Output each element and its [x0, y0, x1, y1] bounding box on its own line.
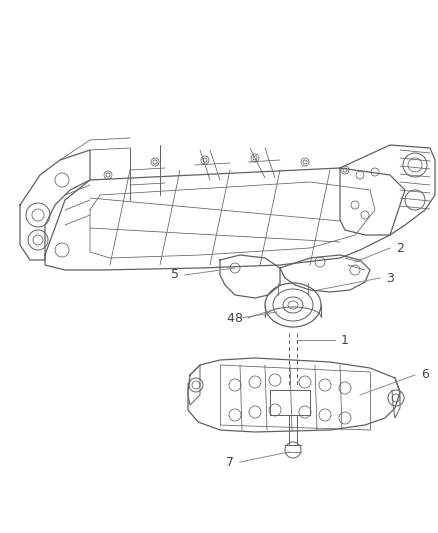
Text: 3: 3	[386, 271, 394, 285]
Text: 7: 7	[226, 456, 234, 469]
Text: 6: 6	[421, 368, 429, 382]
Text: 1: 1	[341, 334, 349, 346]
Text: 4: 4	[226, 311, 234, 325]
Text: 5: 5	[171, 269, 179, 281]
Text: 2: 2	[396, 241, 404, 254]
Text: 8: 8	[234, 311, 242, 325]
